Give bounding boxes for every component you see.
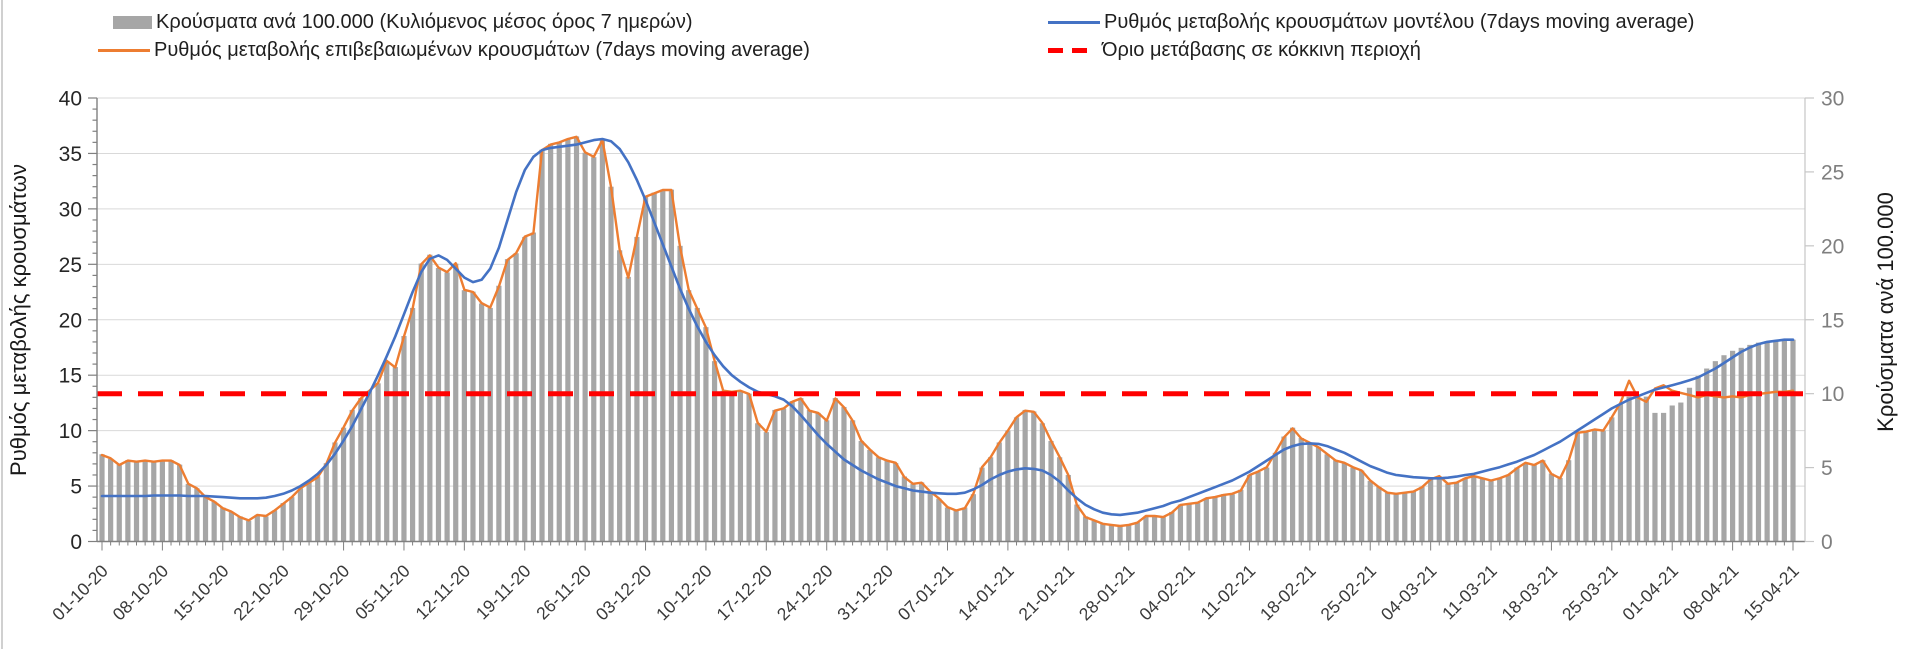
svg-text:14-01-21: 14-01-21	[954, 561, 1018, 625]
svg-text:07-01-21: 07-01-21	[894, 561, 958, 625]
legend-item-model-rate: Ρυθμός μεταβολής κρουσμάτων μοντέλου (7d…	[1048, 10, 1694, 34]
svg-text:11-03-21: 11-03-21	[1438, 561, 1501, 624]
svg-text:11-02-21: 11-02-21	[1197, 561, 1260, 624]
svg-text:0: 0	[70, 531, 82, 554]
svg-text:10: 10	[59, 420, 82, 443]
legend-item-cases-bars: Κρούσματα ανά 100.000 (Κυλιόμενος μέσος …	[113, 10, 693, 34]
svg-text:18-03-21: 18-03-21	[1498, 561, 1562, 625]
svg-text:04-03-21: 04-03-21	[1377, 561, 1441, 625]
svg-text:30: 30	[59, 198, 82, 221]
left-axis-title: Ρυθμός μεταβολής κρουσμάτων	[6, 164, 31, 476]
svg-text:31-12-20: 31-12-20	[833, 561, 897, 625]
legend-label-red-threshold: Όριο μετάβασης σε κόκκινη περιοχή	[1102, 39, 1421, 61]
legend-item-confirmed-rate: Ρυθμός μεταβολής επιβεβαιωμένων κρουσμάτ…	[98, 38, 810, 62]
svg-text:10-12-20: 10-12-20	[652, 561, 716, 625]
svg-text:15-04-21: 15-04-21	[1739, 561, 1803, 625]
svg-text:25: 25	[1821, 161, 1844, 184]
axes	[88, 97, 1814, 551]
svg-text:21-01-21: 21-01-21	[1014, 561, 1078, 625]
line-confirmed-rate	[100, 135, 1795, 528]
svg-text:30: 30	[1821, 88, 1844, 111]
svg-text:40: 40	[59, 88, 82, 111]
bars-cases-per-100k	[99, 136, 1796, 542]
svg-text:19-11-20: 19-11-20	[472, 561, 535, 624]
svg-text:25: 25	[59, 254, 82, 277]
svg-text:01-04-21: 01-04-21	[1618, 561, 1682, 625]
svg-text:20: 20	[1821, 235, 1844, 258]
orange-line-swatch-icon	[98, 48, 150, 52]
svg-text:28-01-21: 28-01-21	[1075, 561, 1139, 625]
legend-label-cases-bars: Κρούσματα ανά 100.000 (Κυλιόμενος μέσος …	[156, 11, 693, 33]
right-axis-title: Κρούσματα ανά 100.000	[1873, 192, 1898, 432]
legend-label-model-rate: Ρυθμός μεταβολής κρουσμάτων μοντέλου (7d…	[1104, 11, 1695, 33]
blue-line-swatch-icon	[1048, 20, 1100, 24]
svg-text:15-10-20: 15-10-20	[169, 561, 233, 625]
svg-text:15: 15	[59, 365, 82, 388]
svg-text:12-11-20: 12-11-20	[411, 561, 474, 624]
svg-text:18-02-21: 18-02-21	[1256, 561, 1320, 625]
svg-text:08-04-21: 08-04-21	[1679, 561, 1743, 625]
legend-label-confirmed-rate: Ρυθμός μεταβολής επιβεβαιωμένων κρουσμάτ…	[154, 39, 810, 61]
svg-text:04-02-21: 04-02-21	[1135, 561, 1199, 625]
svg-text:05-11-20: 05-11-20	[351, 561, 414, 624]
svg-text:01-10-20: 01-10-20	[48, 561, 112, 625]
legend-item-red-threshold: Όριο μετάβασης σε κόκκινη περιοχή	[1048, 38, 1421, 62]
svg-text:25-03-21: 25-03-21	[1558, 561, 1622, 625]
svg-text:5: 5	[70, 476, 82, 499]
svg-text:08-10-20: 08-10-20	[109, 561, 173, 625]
svg-text:10: 10	[1821, 383, 1844, 406]
svg-text:0: 0	[1821, 531, 1833, 554]
svg-text:22-10-20: 22-10-20	[229, 561, 293, 625]
bar-swatch-icon	[113, 15, 152, 29]
red-dashed-swatch-icon	[1048, 47, 1096, 53]
svg-text:5: 5	[1821, 457, 1833, 480]
line-model-rate	[100, 137, 1795, 517]
svg-text:25-02-21: 25-02-21	[1316, 561, 1380, 625]
svg-text:20: 20	[59, 309, 82, 332]
svg-text:24-12-20: 24-12-20	[773, 561, 837, 625]
svg-text:26-11-20: 26-11-20	[532, 561, 595, 624]
svg-text:17-12-20: 17-12-20	[712, 561, 776, 625]
svg-text:29-10-20: 29-10-20	[290, 561, 354, 625]
svg-text:35: 35	[59, 143, 82, 166]
svg-text:03-12-20: 03-12-20	[592, 561, 656, 625]
svg-text:15: 15	[1821, 309, 1844, 332]
